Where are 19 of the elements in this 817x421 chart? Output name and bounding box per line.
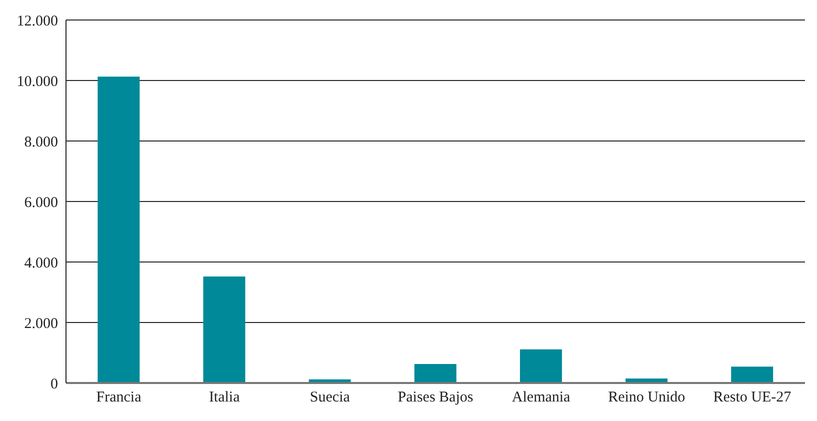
- x-tick-label: Francia: [96, 390, 142, 406]
- y-tick-label: 10.000: [16, 74, 58, 90]
- x-tick-label: Paises Bajos: [398, 390, 474, 406]
- y-tick-label: 8.000: [24, 134, 58, 150]
- y-tick-label: 12.000: [16, 13, 58, 30]
- bar: [98, 76, 140, 383]
- x-tick-label: Resto UE-27: [713, 390, 792, 406]
- x-tick-label: Italia: [208, 390, 240, 406]
- y-tick-label: 4.000: [24, 255, 58, 272]
- bar: [203, 276, 246, 383]
- bar: [520, 349, 562, 383]
- x-tick-label: Alemania: [512, 390, 571, 406]
- y-tick-label: 2.000: [24, 316, 58, 332]
- x-tick-label: Reino Unido: [608, 390, 686, 406]
- y-tick-label: 0: [50, 376, 58, 392]
- x-tick-label: Suecia: [310, 390, 350, 406]
- bar: [414, 364, 456, 383]
- bar: [731, 366, 774, 383]
- y-tick-label: 6.000: [24, 194, 58, 211]
